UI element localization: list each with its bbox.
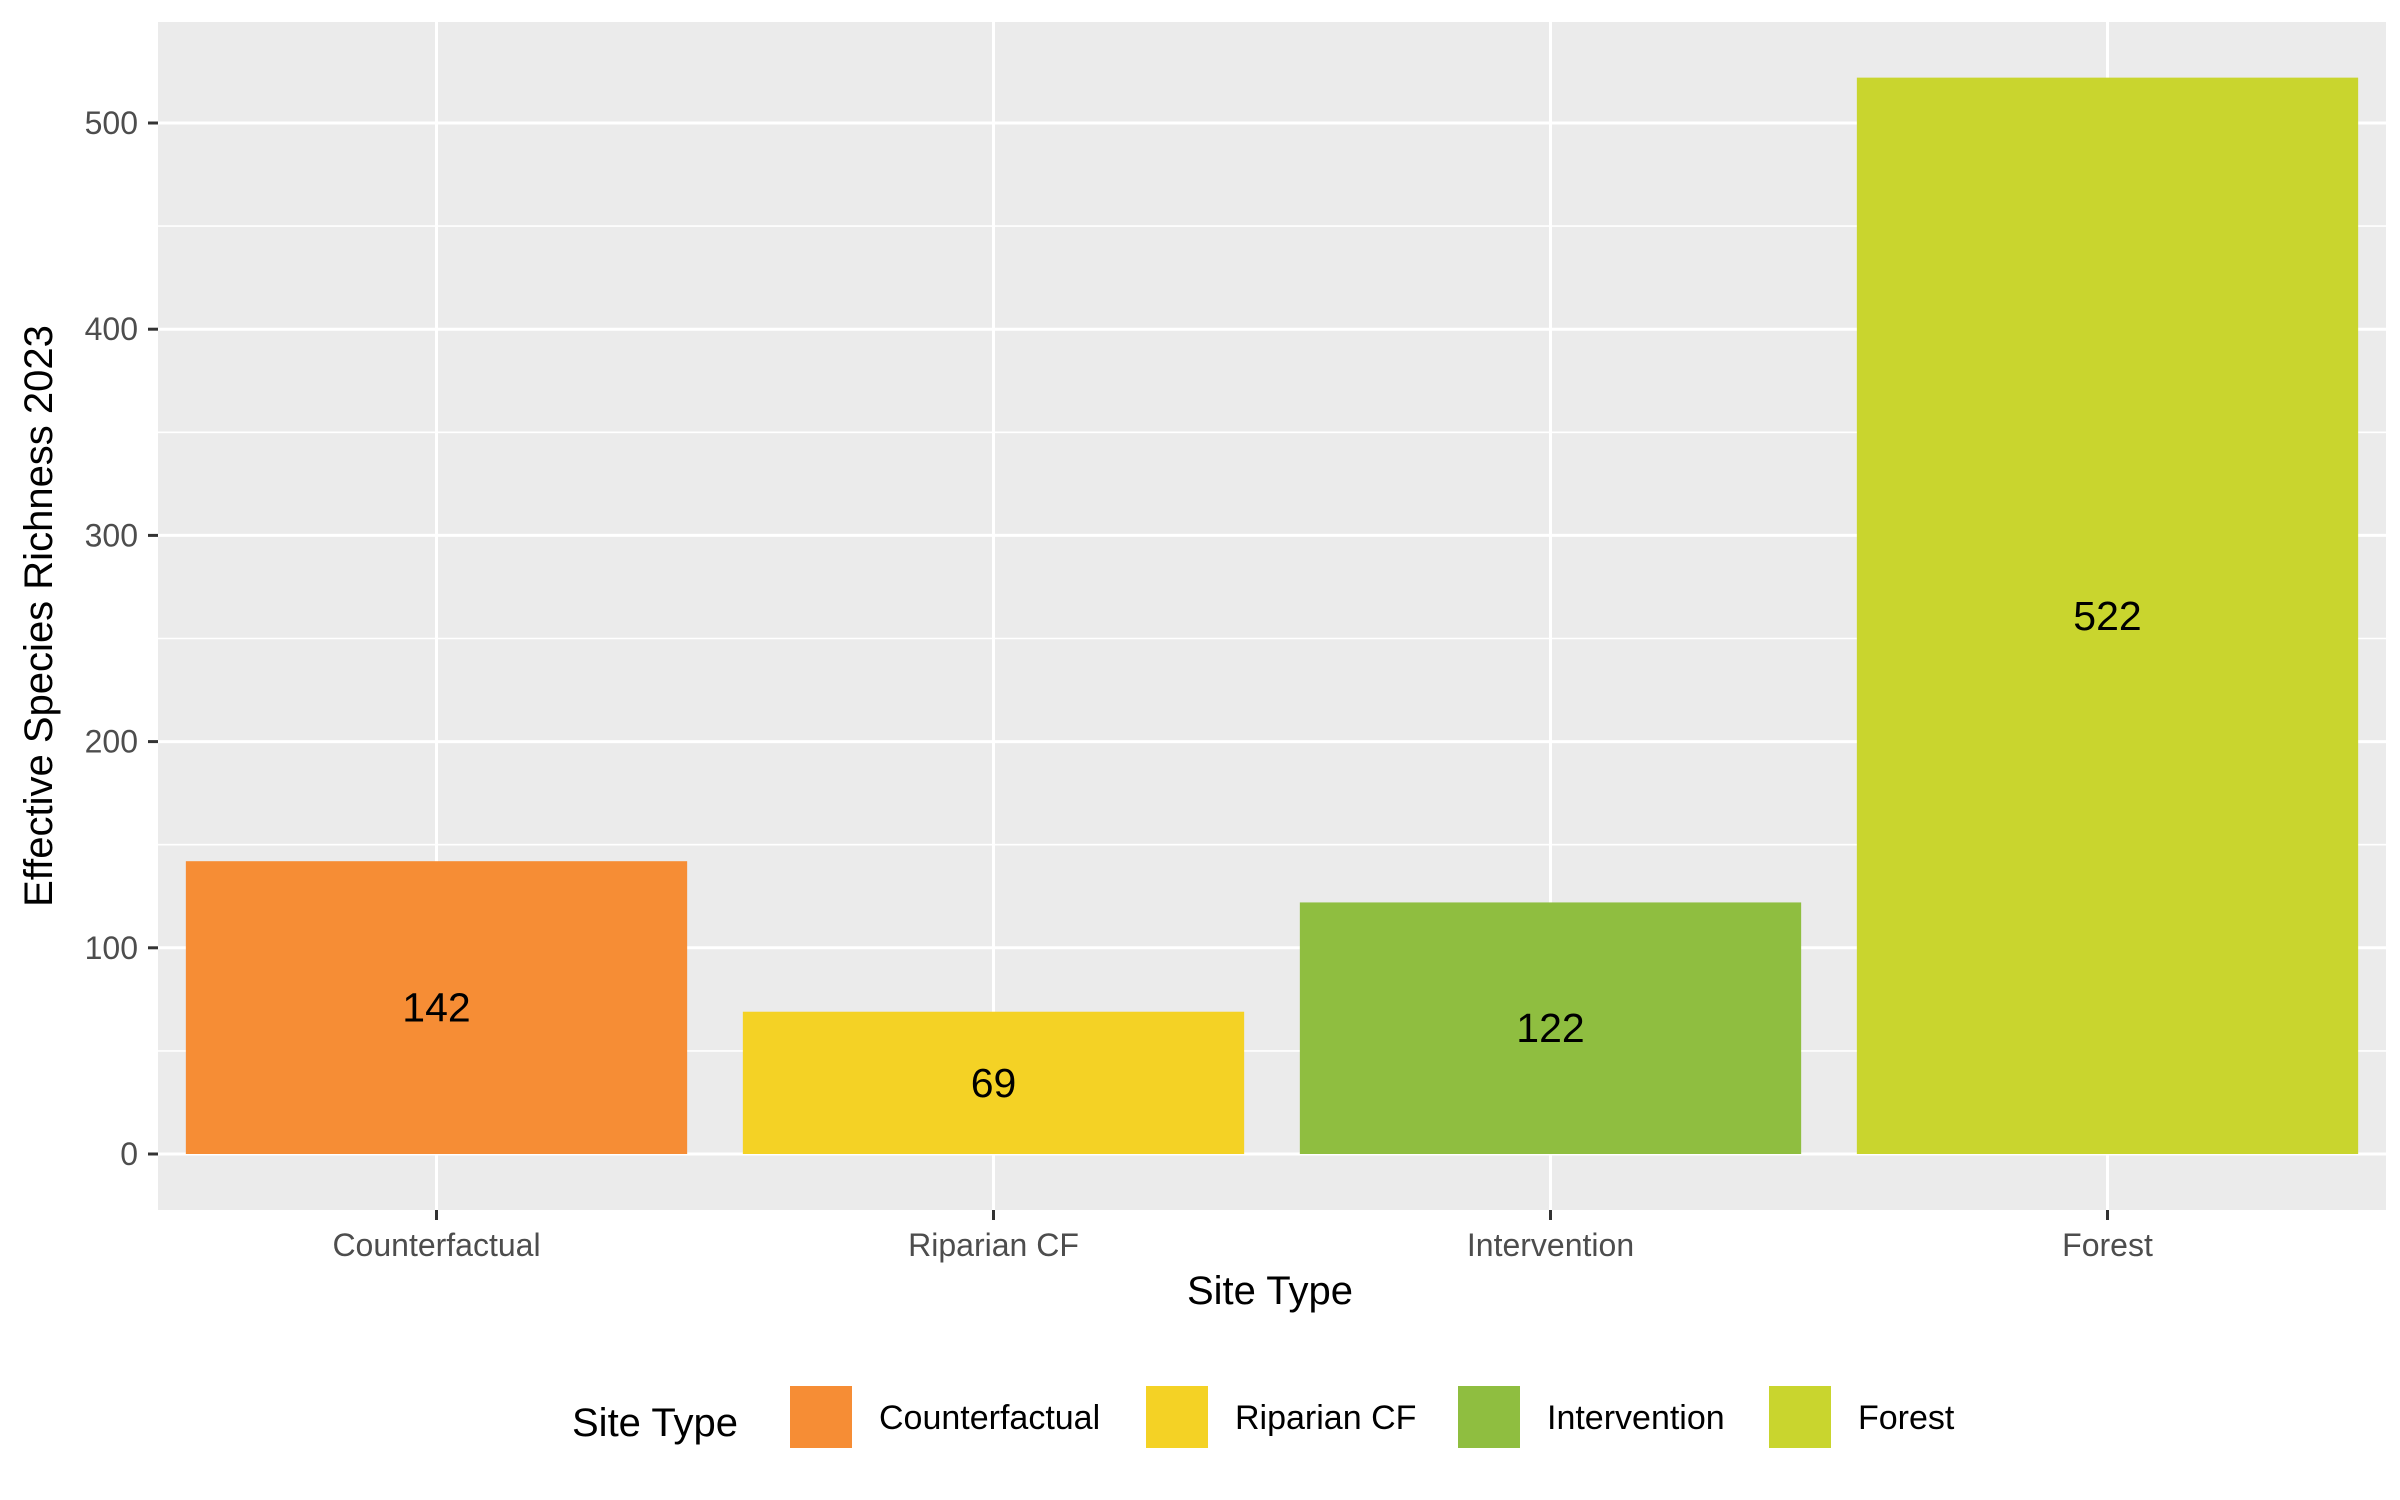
legend-title: Site Type — [572, 1401, 738, 1445]
legend-label: Riparian CF — [1235, 1399, 1416, 1437]
bar-intervention — [1299, 902, 1802, 1154]
bar-counterfactual — [185, 861, 688, 1154]
bar-forest — [1856, 77, 2359, 1155]
legend-key — [1144, 1384, 1210, 1450]
y-tick-label: 500 — [85, 105, 138, 141]
bar-labels: 142 69 122 522 — [402, 593, 2141, 1106]
y-tick-label: 100 — [85, 930, 138, 966]
legend: Site Type Counterfactual Riparian CF Inter… — [572, 1384, 1955, 1450]
y-axis: 0 100 200 300 400 500 — [85, 105, 158, 1172]
bars — [185, 77, 2359, 1155]
bar-data-label: 69 — [971, 1060, 1017, 1106]
y-tick-label: 400 — [85, 311, 138, 347]
legend-label: Intervention — [1547, 1399, 1725, 1437]
y-tick-label: 300 — [85, 517, 138, 553]
legend-key — [788, 1384, 854, 1450]
bar-data-label: 142 — [402, 985, 470, 1031]
x-tick-label: Counterfactual — [332, 1227, 540, 1263]
legend-label: Counterfactual — [879, 1399, 1100, 1437]
x-tick-label: Forest — [2062, 1227, 2153, 1263]
x-tick-label: Intervention — [1467, 1227, 1634, 1263]
x-axis: Counterfactual Riparian CF Intervention For… — [332, 1210, 2153, 1263]
bar-riparian-cf — [742, 1011, 1245, 1154]
legend-key — [1456, 1384, 1522, 1450]
bar-data-label: 522 — [2073, 593, 2141, 639]
x-tick-label: Riparian CF — [908, 1227, 1079, 1263]
y-tick-label: 200 — [85, 724, 138, 760]
legend-key — [1767, 1384, 1833, 1450]
y-tick-label: 0 — [120, 1136, 138, 1172]
x-axis-title: Site Type — [1187, 1269, 1353, 1313]
legend-label: Forest — [1858, 1399, 1955, 1437]
bar-data-label: 122 — [1516, 1005, 1584, 1051]
y-axis-title: Effective Species Richness 2023 — [17, 325, 61, 907]
